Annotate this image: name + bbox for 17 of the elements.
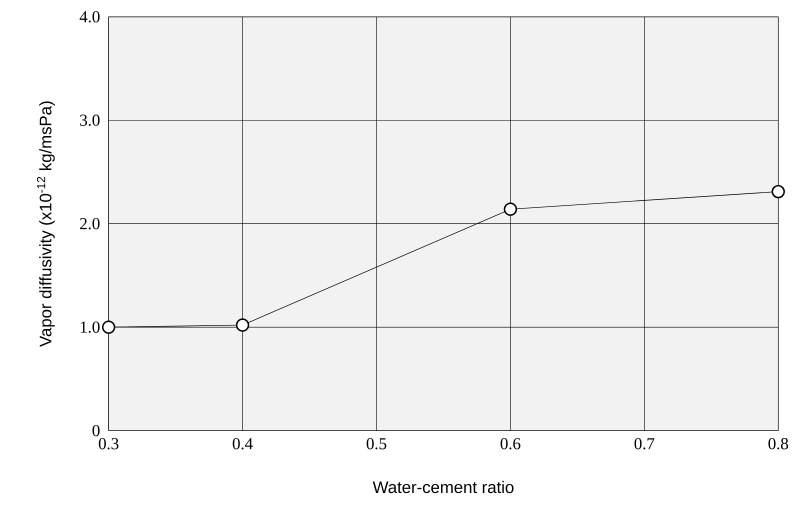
x-axis-title: Water-cement ratio [372,480,514,493]
y-tick-label: 1.0 [80,321,100,333]
y-tick-label: 2.0 [80,218,100,230]
y-tick-label: 0 [92,424,100,436]
x-tick-label: 0.5 [366,438,386,450]
y-axis-title: Vapor diffusivity (x10$^{-12}$ kg/msPa) [36,101,55,347]
x-tick-label: 0.6 [500,438,520,450]
point [504,202,518,216]
y-tick-label: 4.0 [80,10,100,22]
x-tick-label: 0.3 [98,438,118,450]
y-tick-label: 3.0 [80,114,100,126]
point [236,318,250,332]
point [102,320,116,334]
x-tick-label: 0.4 [232,438,253,450]
x-tick-label: 0.8 [768,438,788,450]
x-tick-label: 0.7 [634,438,654,450]
point [772,184,785,198]
